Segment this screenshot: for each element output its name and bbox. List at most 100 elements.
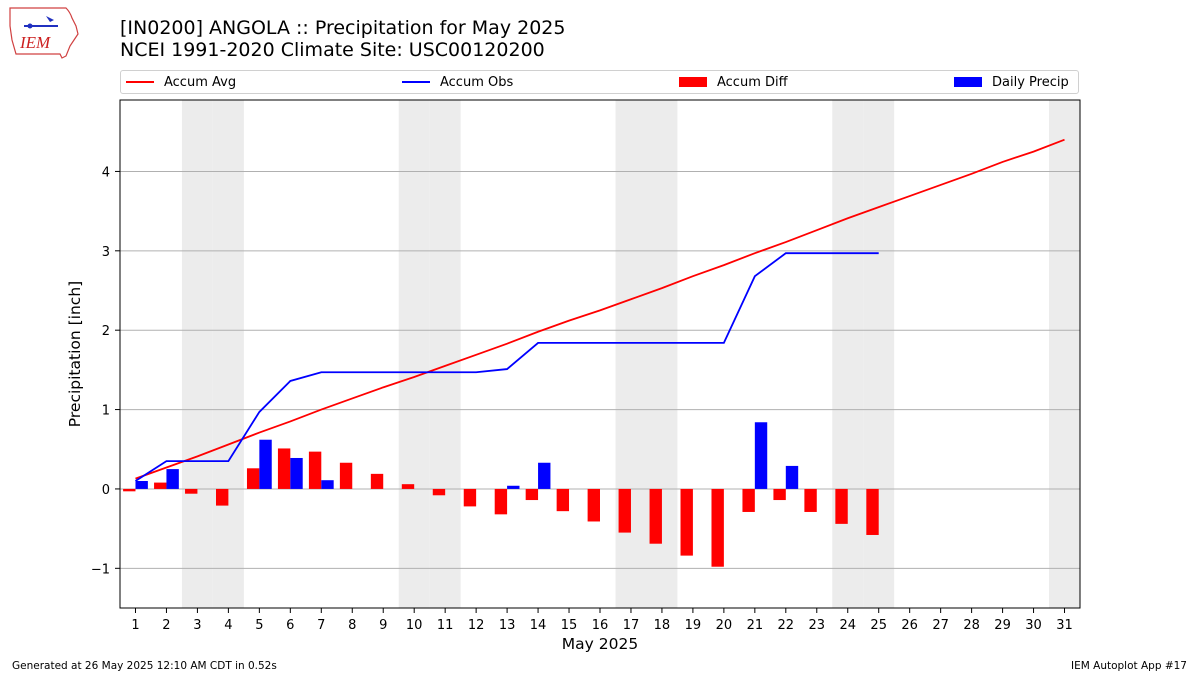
accum-diff-bar <box>494 488 508 515</box>
legend-line-swatch <box>126 81 154 83</box>
daily-precip-bar <box>321 480 334 489</box>
x-tick-label: 26 <box>901 618 918 633</box>
footer-app: IEM Autoplot App #17 <box>1071 660 1187 672</box>
logo-text: IEM <box>19 33 51 52</box>
daily-precip-bar <box>507 485 520 489</box>
x-tick-label: 25 <box>870 618 887 633</box>
y-tick-label: 2 <box>102 324 110 339</box>
x-tick-label: 6 <box>286 618 294 633</box>
accum-diff-bar <box>525 488 539 501</box>
x-tick-label: 17 <box>623 618 640 633</box>
weekend-shade <box>398 100 430 608</box>
legend-item-daily-precip: Daily Precip <box>954 71 1069 93</box>
accum-diff-bar <box>246 468 260 489</box>
x-tick-label: 24 <box>839 618 856 633</box>
x-tick-label: 30 <box>1025 618 1042 633</box>
iem-logo: IEM <box>9 7 79 59</box>
weekend-shade <box>832 100 864 608</box>
accum-diff-bar <box>835 488 848 524</box>
legend-label: Accum Avg <box>164 74 237 90</box>
weekend-shade <box>1049 100 1080 608</box>
accum-diff-bar <box>308 451 322 489</box>
y-tick-label: 1 <box>102 404 110 419</box>
daily-precip-bar <box>259 439 272 489</box>
y-tick-label: −1 <box>91 562 110 577</box>
legend-label: Accum Diff <box>717 74 788 90</box>
accum-diff-bar <box>587 488 600 522</box>
legend: Accum Avg Accum Obs Accum Diff Daily Pre… <box>120 70 1079 94</box>
x-tick-label: 8 <box>348 618 356 633</box>
legend-label: Daily Precip <box>992 74 1069 90</box>
accum-diff-bar <box>154 482 167 489</box>
accum-diff-bar <box>432 488 446 496</box>
accum-diff-bar <box>649 488 662 544</box>
accum-diff-bar <box>339 462 353 489</box>
weekend-shade <box>181 100 213 608</box>
title-line-1: [IN0200] ANGOLA :: Precipitation for May… <box>120 17 566 39</box>
x-tick-label: 27 <box>932 618 949 633</box>
daily-precip-bar <box>785 465 799 489</box>
y-tick-label: 3 <box>102 245 110 260</box>
accum-diff-bar <box>463 488 477 507</box>
legend-box-swatch <box>954 77 982 87</box>
x-tick-label: 18 <box>654 618 671 633</box>
x-tick-label: 13 <box>499 618 516 633</box>
accum-diff-bar <box>401 484 415 489</box>
x-tick-label: 15 <box>561 618 578 633</box>
accum-diff-bar <box>277 448 291 489</box>
plot-frame <box>119 99 1081 609</box>
x-axis-label: May 2025 <box>562 635 638 653</box>
y-tick-label: 0 <box>102 483 110 498</box>
accum-diff-bar <box>123 488 136 492</box>
footer-generated: Generated at 26 May 2025 12:10 AM CDT in… <box>12 660 277 672</box>
legend-box-swatch <box>679 77 707 87</box>
accum-diff-bar <box>711 488 724 567</box>
accum-diff-bar <box>742 488 755 512</box>
legend-item-accum-avg: Accum Avg <box>126 71 236 93</box>
x-tick-label: 29 <box>994 618 1011 633</box>
accum-diff-bar <box>680 488 693 556</box>
x-tick-label: 22 <box>778 618 795 633</box>
weekend-shade <box>429 100 461 608</box>
x-tick-label: 7 <box>317 618 325 633</box>
x-tick-label: 11 <box>437 618 454 633</box>
x-tick-label: 31 <box>1056 618 1073 633</box>
accum-obs-line <box>134 252 879 482</box>
x-tick-label: 23 <box>809 618 826 633</box>
wind-vane-icon <box>46 16 54 22</box>
x-tick-label: 3 <box>193 618 201 633</box>
x-tick-label: 10 <box>406 618 423 633</box>
accum-diff-bar <box>773 488 786 501</box>
x-tick-label: 19 <box>685 618 702 633</box>
x-tick-label: 14 <box>530 618 547 633</box>
daily-precip-bar <box>166 469 179 489</box>
accum-diff-bar <box>618 488 631 533</box>
accum-avg-line <box>135 138 1065 480</box>
x-tick-label: 12 <box>468 618 485 633</box>
daily-precip-bar <box>290 457 303 489</box>
x-tick-label: 5 <box>255 618 263 633</box>
daily-precip-bar <box>538 462 551 489</box>
accum-diff-bar <box>216 488 229 506</box>
legend-item-accum-diff: Accum Diff <box>679 71 788 93</box>
x-tick-label: 9 <box>379 618 387 633</box>
daily-precip-bar <box>754 422 768 489</box>
iowa-outline-shape <box>9 7 79 59</box>
x-tick-label: 16 <box>592 618 609 633</box>
title-line-2: NCEI 1991-2020 Climate Site: USC00120200 <box>120 39 545 61</box>
accum-diff-bar <box>866 488 879 535</box>
accum-diff-bar <box>370 473 384 489</box>
weather-station-hub-icon <box>27 23 33 29</box>
accum-diff-bar <box>185 488 198 494</box>
legend-line-swatch <box>402 81 430 83</box>
x-tick-label: 20 <box>716 618 733 633</box>
weekend-shade <box>212 100 244 608</box>
daily-precip-bar <box>135 481 148 489</box>
accum-diff-bar <box>804 488 817 512</box>
legend-item-accum-obs: Accum Obs <box>402 71 513 93</box>
y-axis-label: Precipitation [inch] <box>66 281 84 427</box>
y-tick-label: 4 <box>102 165 110 180</box>
x-tick-label: 4 <box>224 618 232 633</box>
x-tick-label: 1 <box>131 618 139 633</box>
